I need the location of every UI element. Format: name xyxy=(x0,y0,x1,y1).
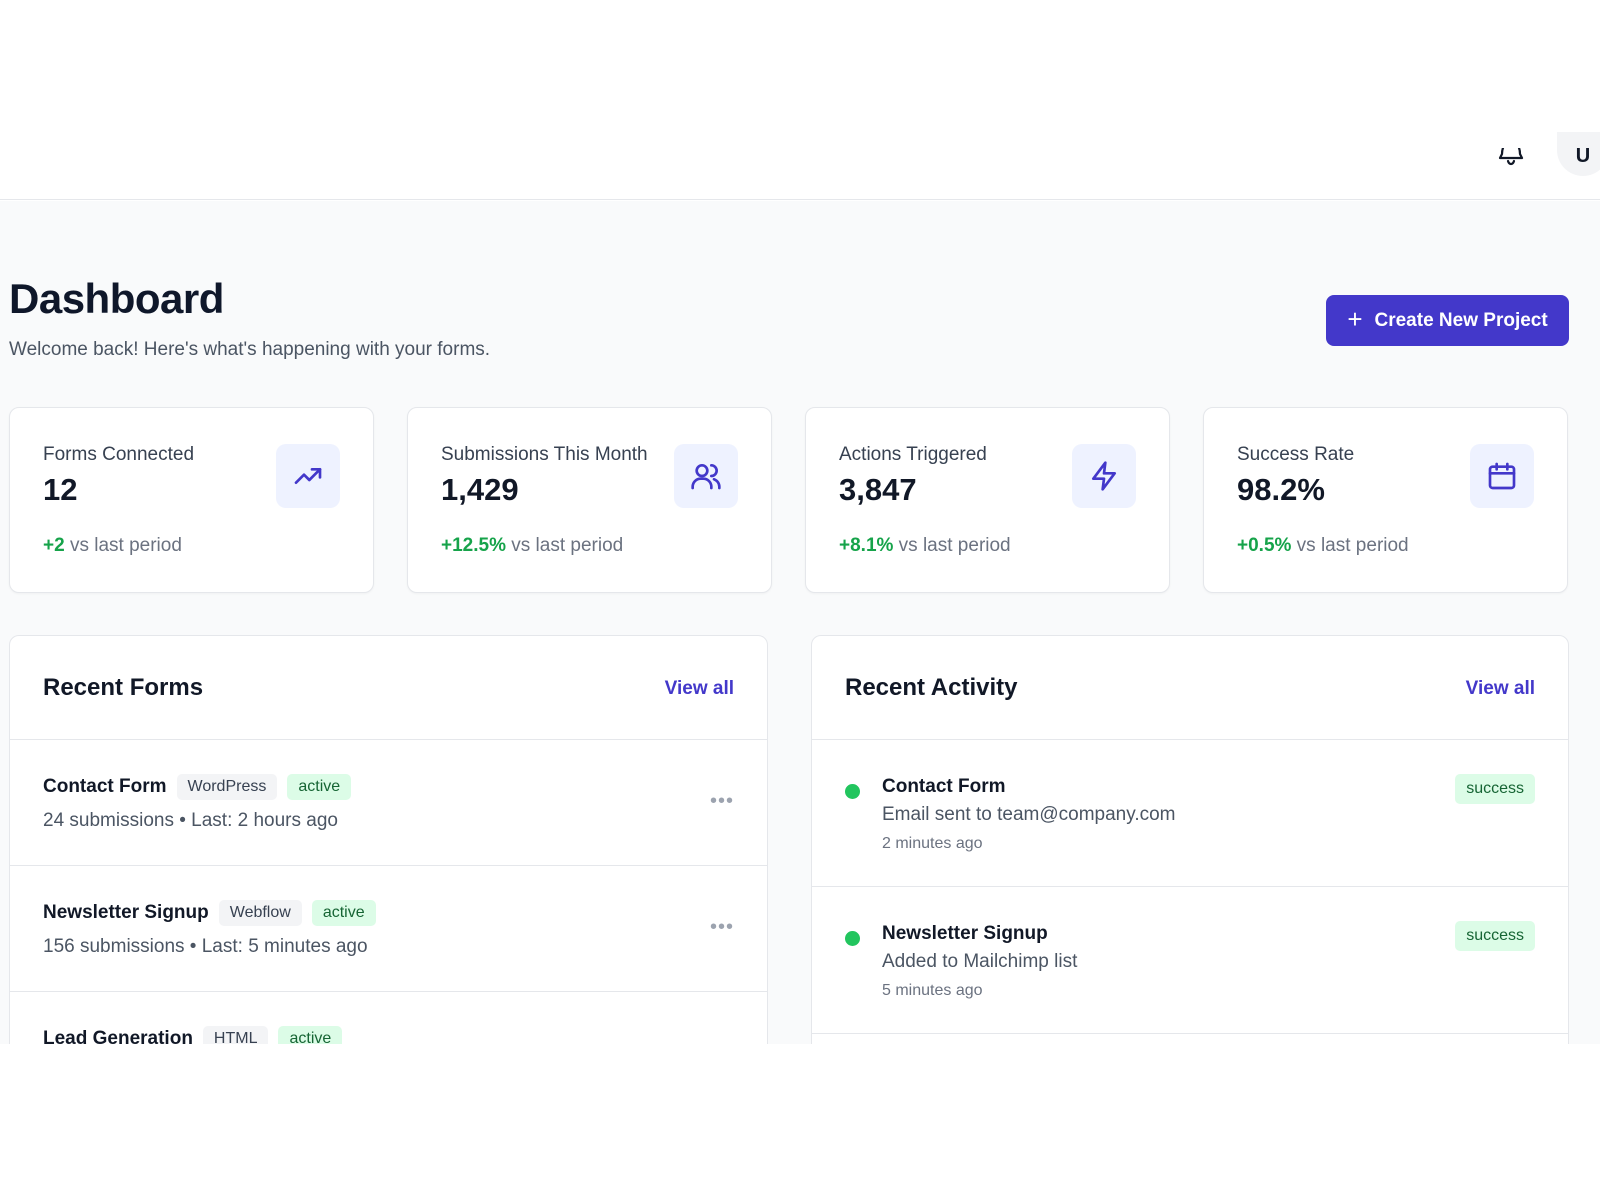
activity-time: 2 minutes ago xyxy=(882,835,983,852)
top-bar: U xyxy=(0,0,1600,200)
stat-delta: +0.5% vs last period xyxy=(1237,535,1409,557)
trending-up-icon xyxy=(276,444,340,508)
activity-item[interactable]: Contact Form Email sent to team@company.… xyxy=(812,740,1568,887)
status-badge: success xyxy=(1455,774,1535,804)
recent-activity-header: Recent Activity View all xyxy=(812,636,1568,740)
recent-forms-header: Recent Forms View all xyxy=(10,636,767,740)
stat-label: Submissions This Month xyxy=(441,444,648,465)
stat-card-actions-triggered: Actions Triggered 3,847 +8.1% vs last pe… xyxy=(805,407,1170,593)
activity-title: Newsletter Signup xyxy=(882,923,1048,944)
stat-delta-value: +0.5% xyxy=(1237,535,1292,556)
recent-forms-panel: Recent Forms View all Contact Form WordP… xyxy=(9,635,768,1044)
platform-badge: WordPress xyxy=(176,774,278,800)
form-row[interactable]: Contact Form WordPress active 24 submiss… xyxy=(10,740,767,866)
stat-delta-value: +12.5% xyxy=(441,535,506,556)
status-dot-icon xyxy=(845,784,860,799)
plus-icon: + xyxy=(1347,304,1363,334)
recent-forms-title: Recent Forms xyxy=(43,674,204,701)
stat-delta-value: +2 xyxy=(43,535,65,556)
stat-card-submissions: Submissions This Month 1,429 +12.5% vs l… xyxy=(407,407,772,593)
activity-time: 5 minutes ago xyxy=(882,982,983,999)
recent-forms-view-all-link[interactable]: View all xyxy=(664,678,734,699)
stat-label: Forms Connected xyxy=(43,444,195,465)
stat-delta: +8.1% vs last period xyxy=(839,535,1011,557)
form-row[interactable]: Lead Generation HTML active xyxy=(10,992,767,1044)
stat-card-success-rate: Success Rate 98.2% +0.5% vs last period xyxy=(1203,407,1568,593)
stat-label: Success Rate xyxy=(1237,444,1355,465)
stat-delta-suffix: vs last period xyxy=(64,535,182,556)
main-content: Dashboard Welcome back! Here's what's ha… xyxy=(0,201,1600,1044)
stat-delta: +2 vs last period xyxy=(43,535,182,557)
form-meta: 24 submissions • Last: 2 hours ago xyxy=(43,810,338,831)
status-badge: active xyxy=(287,774,352,800)
platform-badge: HTML xyxy=(202,1026,269,1044)
activity-description: Email sent to team@company.com xyxy=(882,804,1176,825)
create-new-project-button[interactable]: + Create New Project xyxy=(1326,295,1569,346)
stat-delta-suffix: vs last period xyxy=(505,535,624,556)
stat-delta-suffix: vs last period xyxy=(1291,535,1409,556)
form-row-heading: Lead Generation HTML active xyxy=(43,1026,343,1044)
page-bottom-blank xyxy=(0,1044,1600,1200)
more-options-icon[interactable]: ••• xyxy=(710,916,735,938)
more-options-icon[interactable]: ••• xyxy=(710,790,735,812)
stat-value: 98.2% xyxy=(1237,472,1325,507)
form-row-heading: Newsletter Signup Webflow active xyxy=(43,900,376,926)
activity-description: Added to Mailchimp list xyxy=(882,951,1078,972)
stat-label: Actions Triggered xyxy=(839,444,987,465)
stat-delta: +12.5% vs last period xyxy=(441,535,623,557)
page-title: Dashboard xyxy=(9,275,224,322)
status-badge: success xyxy=(1455,921,1535,951)
avatar[interactable]: U xyxy=(1557,132,1600,176)
form-row[interactable]: Newsletter Signup Webflow active 156 sub… xyxy=(10,866,767,992)
stat-value: 12 xyxy=(43,472,78,507)
form-row-heading: Contact Form WordPress active xyxy=(43,774,352,800)
status-badge: active xyxy=(278,1026,343,1044)
lightning-icon xyxy=(1072,444,1136,508)
recent-activity-view-all-link[interactable]: View all xyxy=(1465,678,1535,699)
form-name: Contact Form xyxy=(43,776,167,797)
stat-value: 1,429 xyxy=(441,472,519,507)
status-dot-icon xyxy=(845,931,860,946)
recent-activity-title: Recent Activity xyxy=(845,674,1018,701)
form-name: Newsletter Signup xyxy=(43,902,209,923)
recent-activity-panel: Recent Activity View all Contact Form Em… xyxy=(811,635,1569,1044)
platform-badge: Webflow xyxy=(218,900,302,926)
bell-icon[interactable] xyxy=(1496,148,1526,172)
page-subtitle: Welcome back! Here's what's happening wi… xyxy=(9,339,491,360)
form-meta: 156 submissions • Last: 5 minutes ago xyxy=(43,936,368,957)
stat-delta-value: +8.1% xyxy=(839,535,894,556)
users-icon xyxy=(674,444,738,508)
stat-card-forms-connected: Forms Connected 12 +2 vs last period xyxy=(9,407,374,593)
stat-value: 3,847 xyxy=(839,472,917,507)
status-badge: active xyxy=(311,900,376,926)
form-name: Lead Generation xyxy=(43,1028,193,1044)
activity-item[interactable]: Newsletter Signup Added to Mailchimp lis… xyxy=(812,887,1568,1034)
create-button-label: Create New Project xyxy=(1374,309,1548,331)
avatar-initial: U xyxy=(1575,145,1591,167)
activity-title: Contact Form xyxy=(882,776,1006,797)
calendar-icon xyxy=(1470,444,1534,508)
stat-delta-suffix: vs last period xyxy=(893,535,1011,556)
